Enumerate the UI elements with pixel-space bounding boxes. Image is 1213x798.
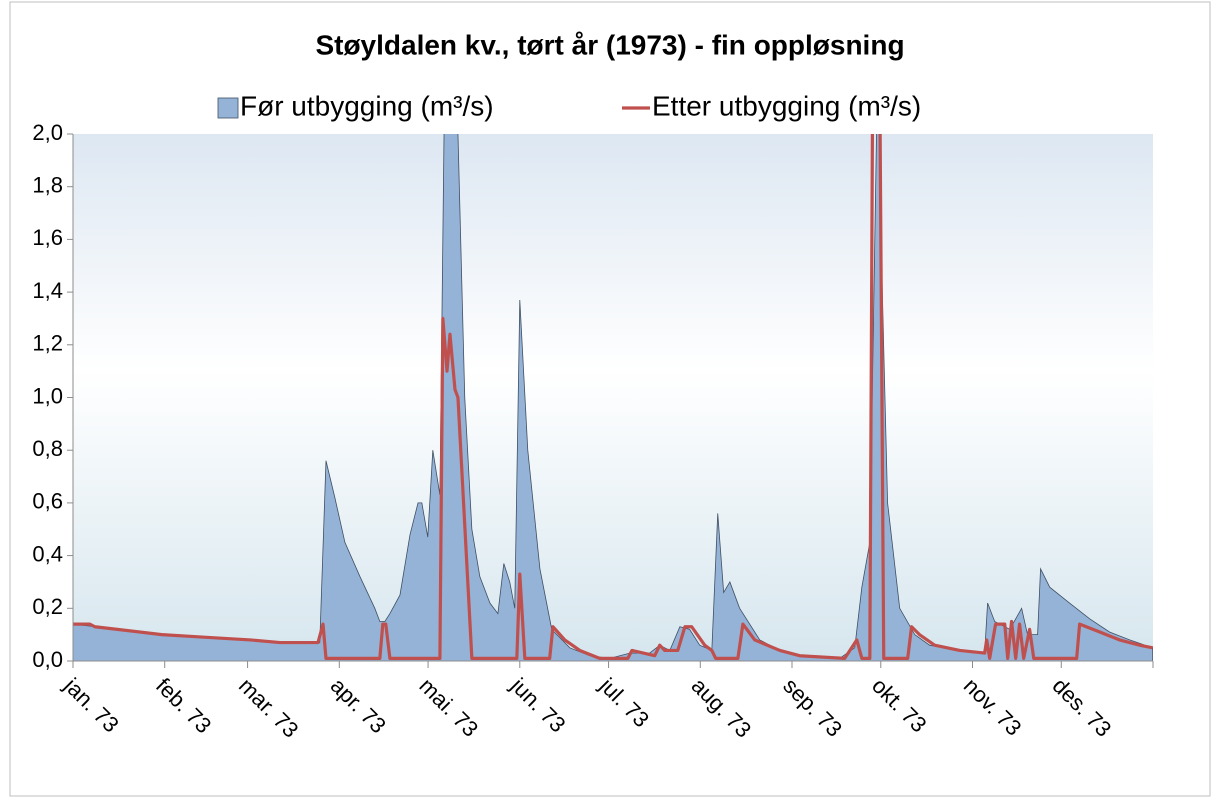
y-tick-label: 1,2 <box>32 331 63 356</box>
y-tick-label: 1,8 <box>32 173 63 198</box>
plot-area <box>73 134 1153 661</box>
y-tick-label: 0,6 <box>32 489 63 514</box>
y-tick-label: 0,0 <box>32 647 63 672</box>
y-tick-label: 1,0 <box>32 383 63 408</box>
legend-label: Etter utbygging (m³/s) <box>652 90 921 121</box>
y-tick-label: 1,6 <box>32 225 63 250</box>
y-tick-label: 0,4 <box>32 541 63 566</box>
y-tick-label: 0,2 <box>32 594 63 619</box>
legend-swatch <box>217 97 239 119</box>
line <box>73 134 1153 660</box>
y-tick-label: 2,0 <box>32 120 63 145</box>
y-tick-label: 1,4 <box>32 278 63 303</box>
y-tick-label: 0,8 <box>32 436 63 461</box>
legend-label: Før utbygging (m³/s) <box>240 90 494 121</box>
plot-background <box>73 134 1153 661</box>
chart-title: Støyldalen kv., tørt år (1973) - fin opp… <box>315 29 904 60</box>
